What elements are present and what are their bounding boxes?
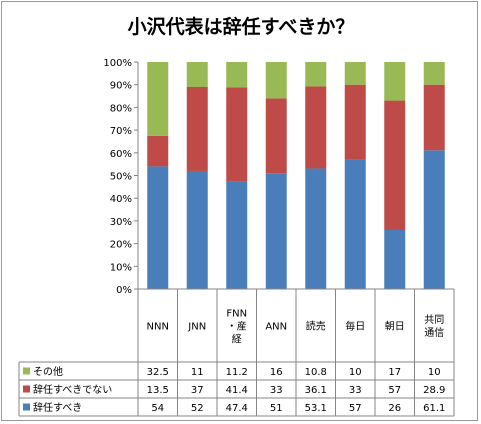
bar-segment (147, 166, 169, 289)
bar-segment (344, 84, 366, 160)
data-cell: 33 (349, 385, 362, 396)
y-tick-label: 100% (103, 58, 132, 69)
data-cell: 10.8 (305, 367, 327, 378)
data-cell: 10 (349, 367, 362, 378)
bar-segment (305, 86, 327, 169)
data-cell: 37 (191, 385, 204, 396)
y-tick-label: 30% (110, 217, 132, 228)
data-cell: 26 (388, 403, 401, 414)
y-tick-label: 90% (110, 81, 132, 92)
bar-segment (384, 62, 406, 101)
data-cell: 16 (270, 367, 283, 378)
bar-segment (265, 173, 287, 289)
y-tick-label: 50% (110, 172, 132, 183)
chart-title: 小沢代表は辞任すべきか？ (128, 15, 355, 38)
data-cell: 52 (191, 403, 204, 414)
legend-key (23, 403, 30, 411)
bar-segment (226, 62, 248, 88)
data-cell: 13.5 (147, 385, 169, 396)
legend-label: その他 (33, 365, 63, 378)
bar-segment (423, 84, 445, 151)
bar-segment (384, 229, 406, 289)
data-cell: 17 (388, 367, 401, 378)
category-label: ANN (265, 322, 287, 333)
data-cell: 10 (428, 367, 441, 378)
bar-segment (423, 62, 445, 85)
bar-segment (186, 62, 208, 87)
category-label: ・産 (227, 320, 247, 333)
data-cell: 28.9 (423, 385, 445, 396)
category-label: 経 (232, 333, 242, 346)
bar-segment (186, 86, 208, 171)
y-tick-label: 20% (110, 240, 132, 251)
bar-segment (147, 135, 169, 167)
data-cell: 36.1 (305, 385, 327, 396)
data-cell: 11.2 (226, 367, 248, 378)
data-cell: 33 (270, 385, 283, 396)
bar-segment (147, 62, 169, 136)
y-tick-label: 40% (110, 194, 132, 205)
data-cell: 11 (191, 367, 204, 378)
y-tick-label: 80% (110, 103, 132, 114)
legend-label: 辞任すべき (33, 401, 82, 414)
category-label: 読売 (306, 320, 326, 333)
y-tick-label: 60% (110, 149, 132, 160)
category-label: 朝日 (385, 321, 405, 333)
bar-segment (305, 62, 327, 87)
bar-segment (186, 170, 208, 289)
legend-key (23, 367, 30, 375)
category-label: NNN (147, 322, 169, 333)
category-label: FNN (226, 309, 247, 320)
y-tick-label: 10% (110, 262, 132, 273)
category-label: 毎日 (345, 320, 365, 333)
data-cell: 54 (151, 403, 164, 414)
category-label: JNN (187, 322, 206, 333)
bar-segment (305, 168, 327, 289)
category-label: 通信 (424, 327, 444, 339)
data-cell: 53.1 (305, 403, 327, 414)
data-cell: 61.1 (423, 403, 445, 414)
y-tick-label: 0% (116, 285, 132, 296)
data-cell: 57 (388, 385, 401, 396)
legend-key (23, 385, 30, 393)
bar-segment (423, 150, 445, 289)
y-tick-label: 70% (110, 126, 132, 137)
plot-area: 0% 10% 20% 30% 40% 50% 60% 70% 80% 90% 100% (103, 58, 454, 296)
bar-segment (226, 87, 248, 182)
category-label: 共同 (424, 314, 444, 326)
bar-segment (344, 62, 366, 85)
data-cell: 32.5 (147, 367, 169, 378)
bar-segment (226, 181, 248, 289)
data-cell: 57 (349, 403, 362, 414)
data-cell: 47.4 (226, 403, 248, 414)
bar-segment (344, 159, 366, 289)
data-cell: 41.4 (226, 385, 248, 396)
bar-segment (384, 100, 406, 230)
bar-segment (265, 62, 287, 99)
legend-label: 辞任すべきでない (33, 383, 112, 396)
data-cell: 51 (270, 403, 283, 414)
bar-segment (265, 98, 287, 174)
